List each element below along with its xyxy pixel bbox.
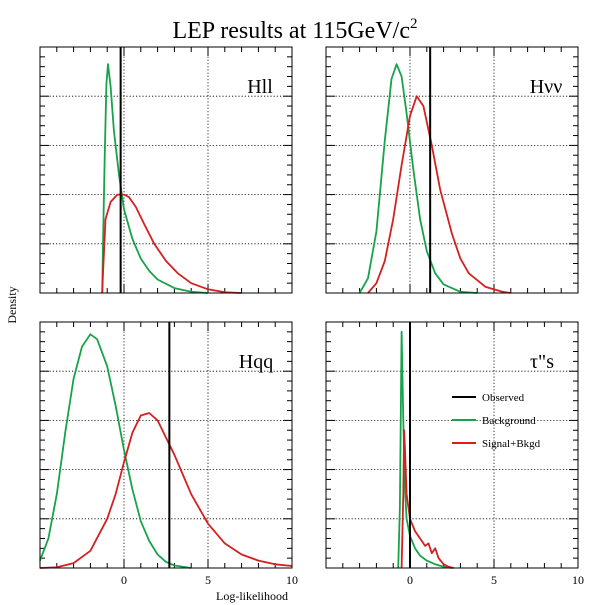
panel-4: τ"s 0 5 10: [325, 321, 584, 587]
series-signal-bkgd-line: [400, 429, 454, 569]
series-signal-bkgd-line: [101, 193, 242, 294]
panel-label: Hll: [247, 76, 273, 98]
series-signal-bkgd-line: [39, 412, 293, 569]
panel-label: Hqq: [239, 351, 273, 373]
panel-label: τ"s: [530, 351, 554, 373]
panel-frame: [325, 46, 579, 294]
series-signal-bkgd-line: [367, 95, 511, 294]
x-tick-label: 0: [121, 573, 127, 587]
panel-2: Hνν: [325, 46, 579, 294]
x-axis-label: Log-likelihood: [216, 589, 288, 603]
legend-label: Background: [482, 415, 536, 427]
x-tick-label: 5: [491, 573, 497, 587]
series-background-line: [397, 330, 453, 569]
legend-label: Signal+Bkgd: [482, 438, 541, 450]
chart-title: LEP results at 115GeV/c2: [172, 16, 417, 44]
panel-frame: [39, 321, 293, 569]
legend: Observed Background Signal+Bkgd: [452, 392, 541, 450]
panels: Hll Hνν Hqq 0 5 10 τ"s 0 5 10: [39, 46, 584, 587]
x-tick-label: 5: [205, 573, 211, 587]
x-tick-label: 10: [572, 573, 584, 587]
series-background-line: [39, 333, 192, 569]
title-superscript: 2: [410, 16, 418, 32]
series-background-line: [358, 63, 478, 294]
legend-label: Observed: [482, 392, 525, 404]
x-tick-label: 10: [286, 573, 298, 587]
panel-3: Hqq 0 5 10: [39, 321, 298, 587]
x-tick-label: 0: [407, 573, 413, 587]
panel-frame: [39, 46, 293, 294]
y-axis-label: Density: [5, 286, 19, 323]
panel-label: Hνν: [530, 76, 563, 98]
series-background-line: [101, 63, 209, 294]
panel-frame: [325, 321, 579, 569]
panel-1: Hll: [39, 46, 293, 294]
